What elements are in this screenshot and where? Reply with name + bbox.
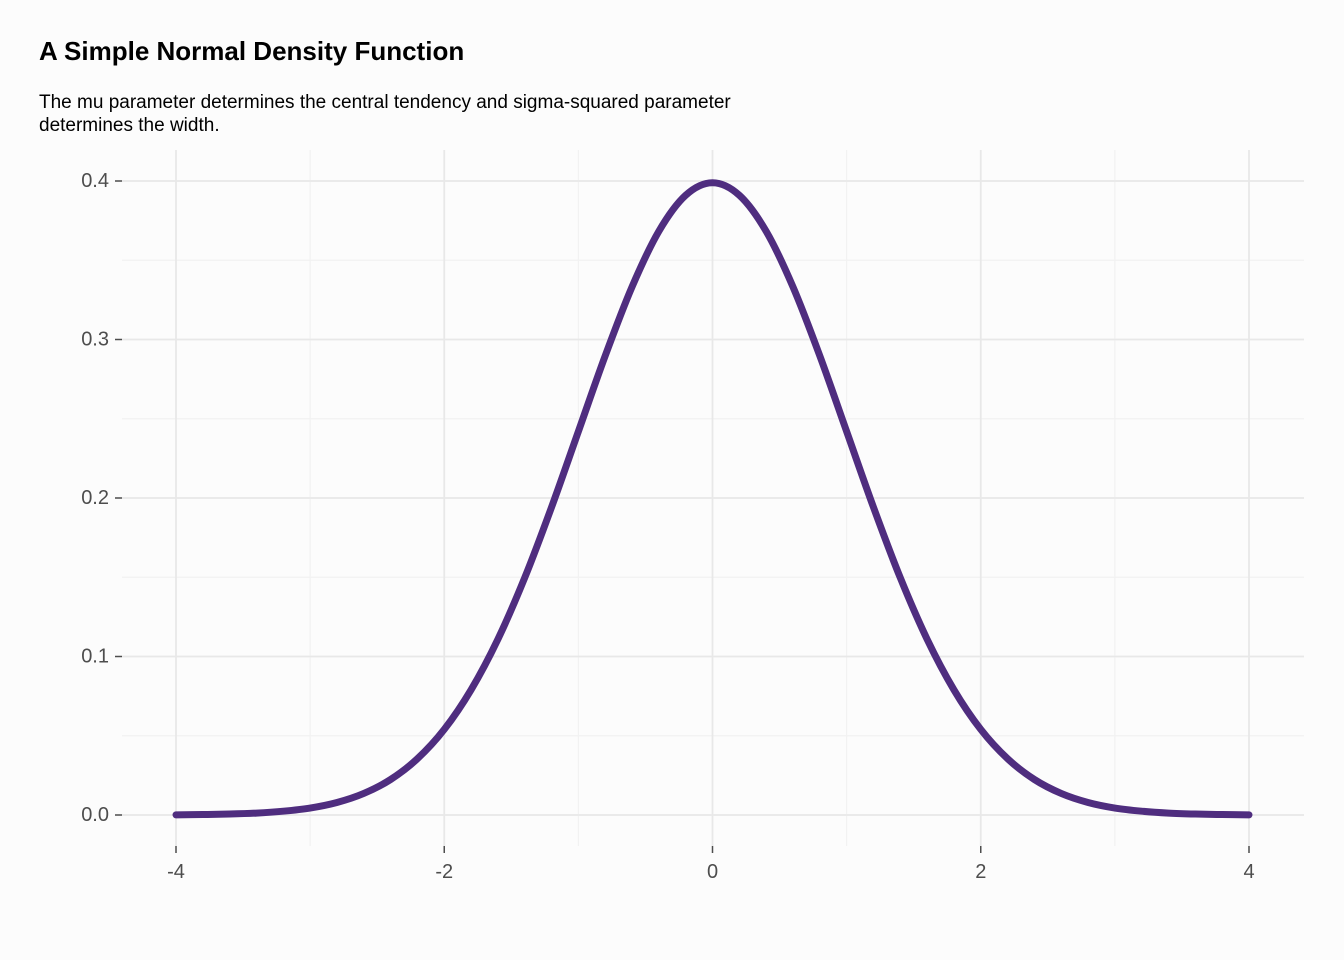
chart-title: A Simple Normal Density Function xyxy=(39,36,465,66)
x-tick-label: 2 xyxy=(975,861,986,883)
x-tick-label: -2 xyxy=(435,861,453,883)
y-tick-label: 0.2 xyxy=(81,487,109,509)
major-gridlines xyxy=(122,150,1304,846)
chart-subtitle: The mu parameter determines the central … xyxy=(39,92,731,136)
y-tick-label: 0.0 xyxy=(81,804,109,826)
density-curve xyxy=(172,179,1253,819)
x-tick-label: 4 xyxy=(1243,861,1254,883)
y-axis-ticks: 0.0 0.1 0.2 0.3 0.4 xyxy=(81,170,122,826)
y-tick-label: 0.1 xyxy=(81,646,109,668)
x-tick-label: 0 xyxy=(707,861,718,883)
series-layer xyxy=(172,179,1253,819)
y-tick-label: 0.4 xyxy=(81,170,109,192)
x-tick-label: -4 xyxy=(167,861,185,883)
y-tick-label: 0.3 xyxy=(81,329,109,351)
x-axis-ticks: -4 -2 0 2 4 xyxy=(167,846,1255,883)
